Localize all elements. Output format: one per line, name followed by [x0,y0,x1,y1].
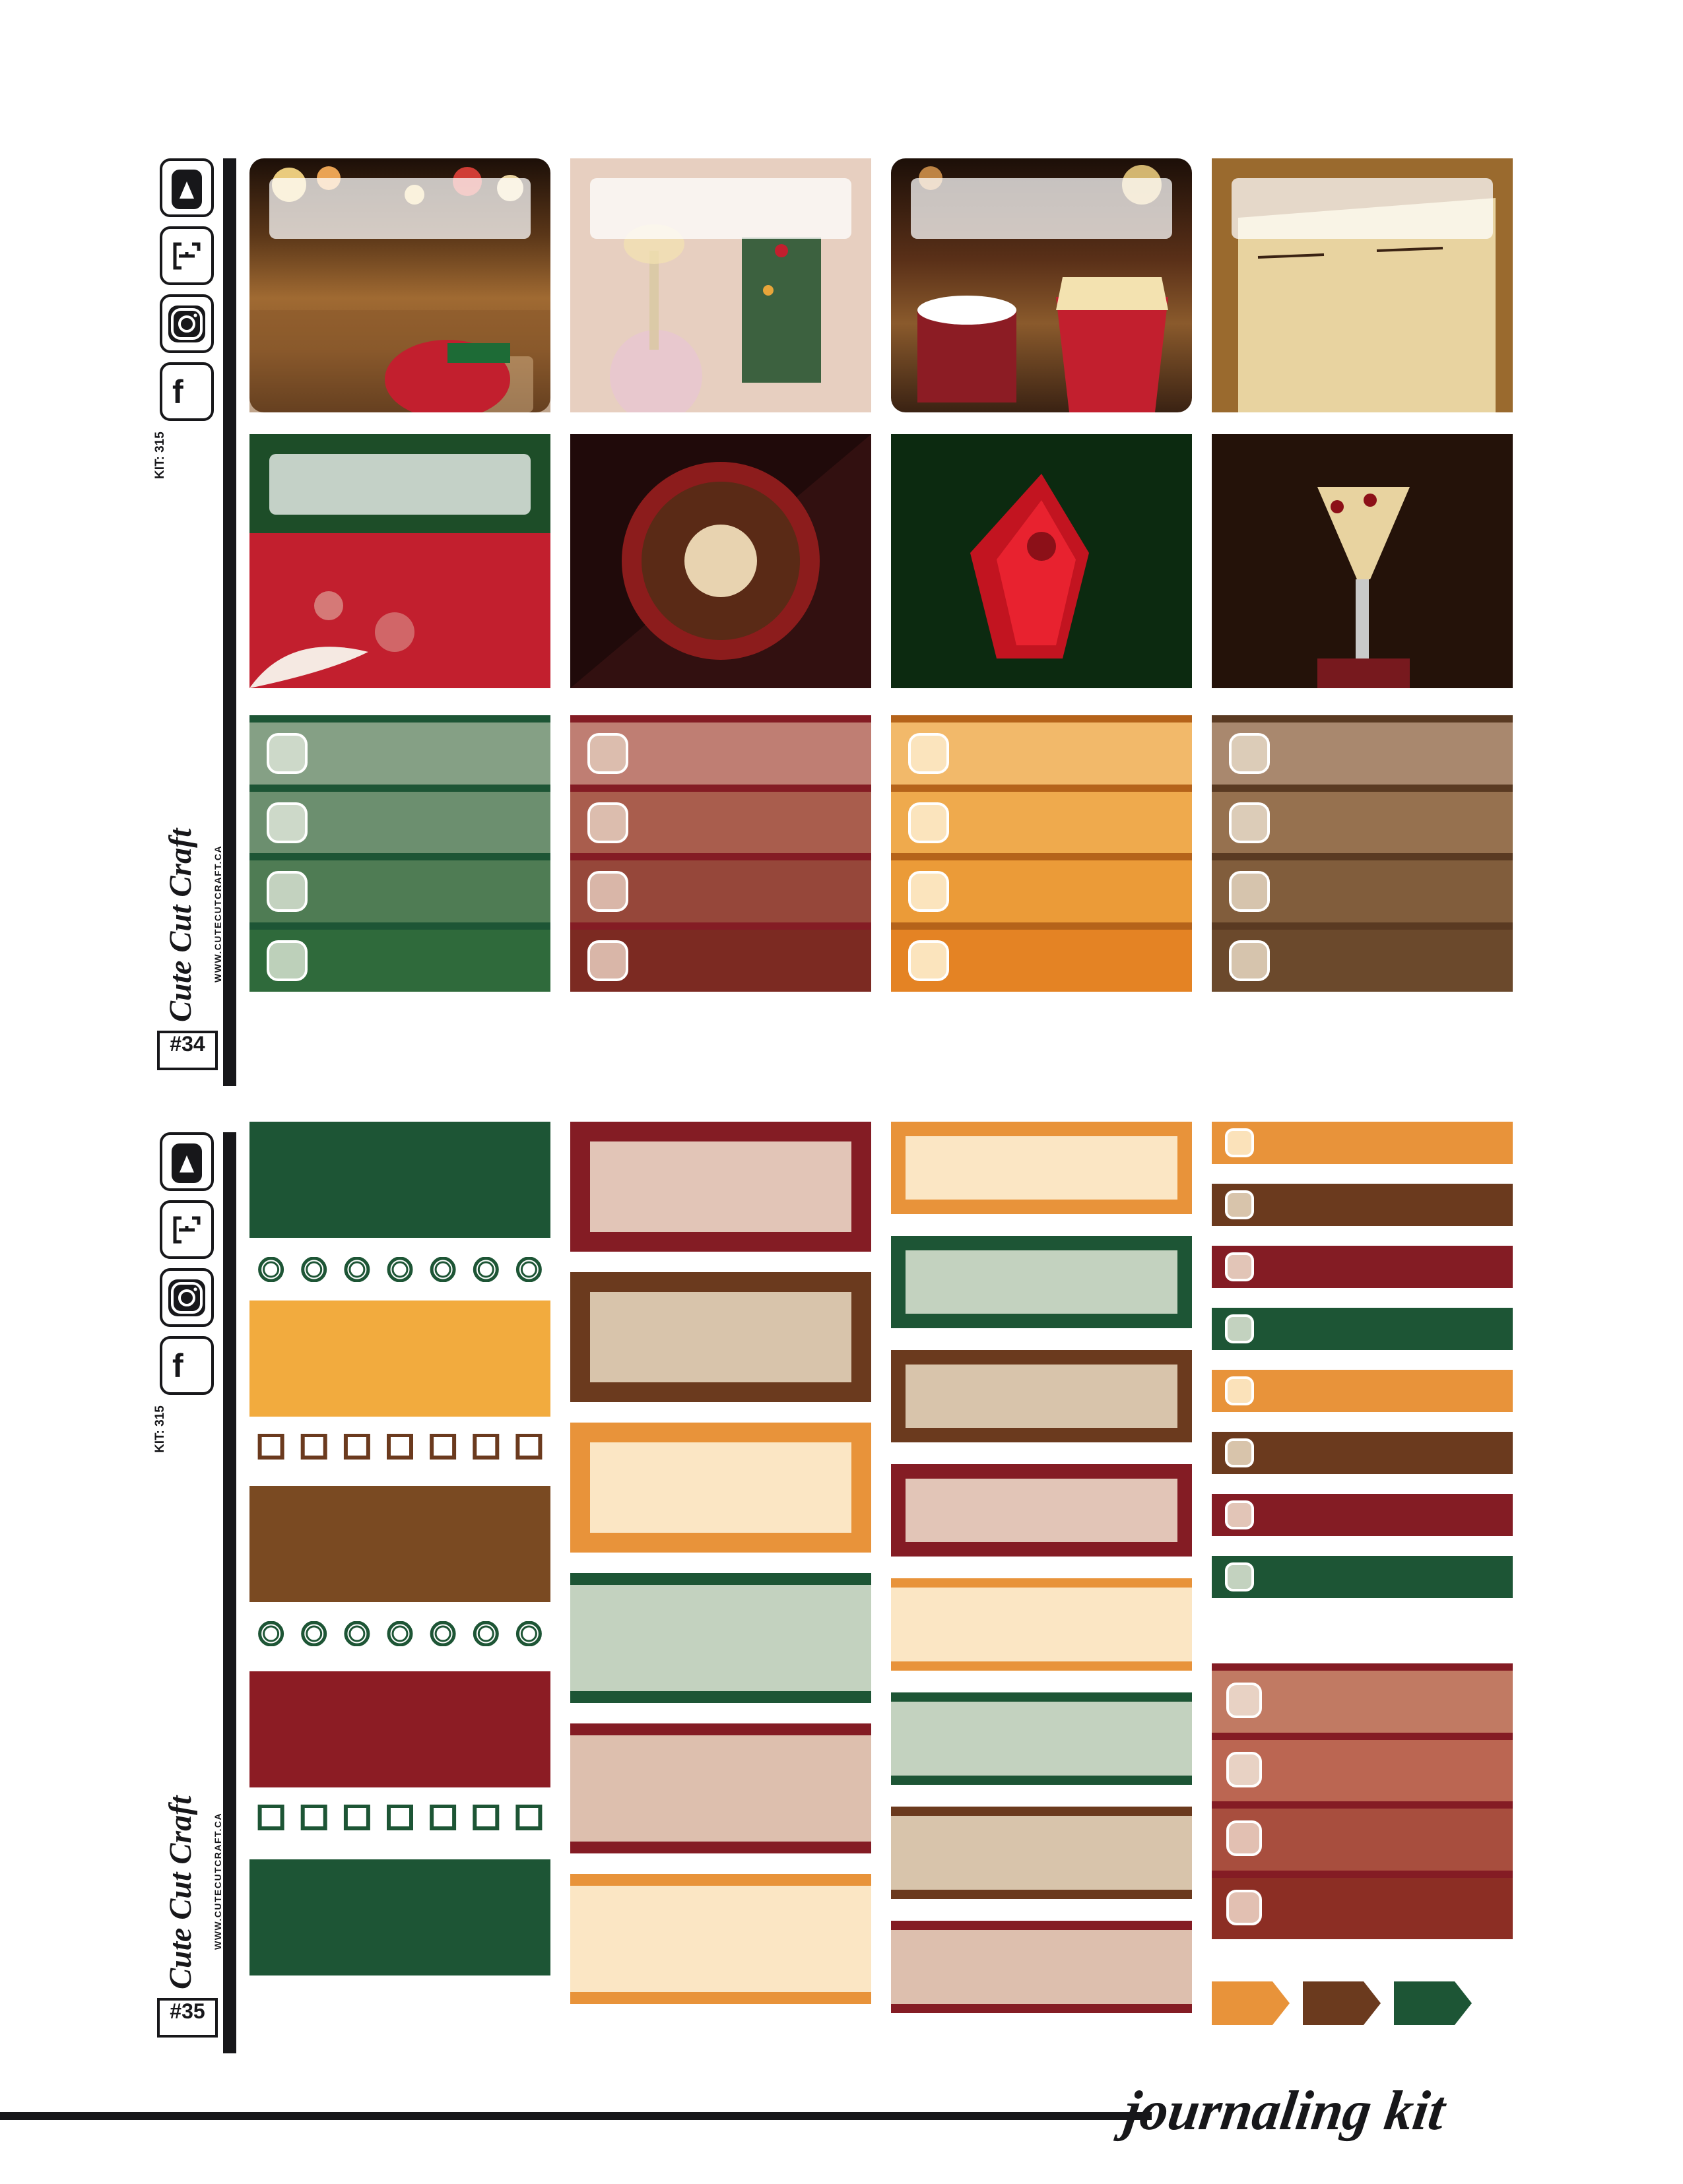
svg-text:f: f [172,374,183,410]
svg-text:f: f [172,1348,183,1384]
